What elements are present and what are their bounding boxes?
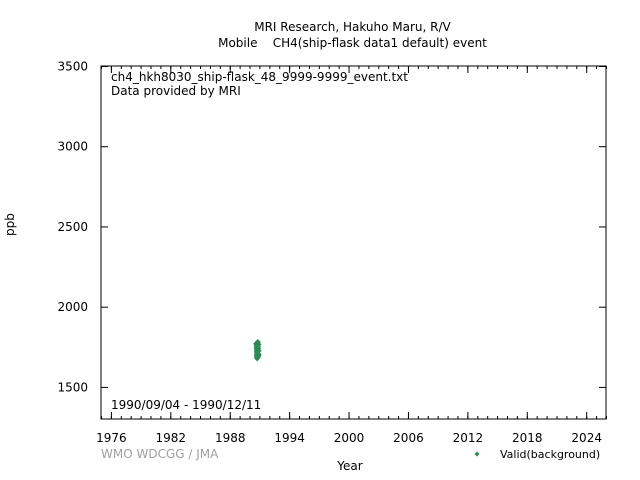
credit-label: WMO WDCGG / JMA [101,447,219,461]
x-tick-label: 2024 [571,431,602,445]
x-tick-label: 2000 [334,431,365,445]
x-axis-label: Year [337,459,363,473]
y-tick-label: 1500 [57,380,88,394]
x-tick-label: 1994 [274,431,305,445]
x-tick-label: 2012 [453,431,484,445]
y-tick-label: 3000 [57,140,88,154]
legend-marker [474,451,480,457]
y-tick-label: 2000 [57,300,88,314]
x-tick-label: 1988 [215,431,246,445]
data-point [255,347,262,354]
x-tick-label: 2006 [393,431,424,445]
y-axis-label: ppb [3,213,17,236]
x-tick-label: 1982 [156,431,187,445]
y-tick-label: 3500 [57,60,88,74]
chart-subtitle: Mobile CH4(ship-flask data1 default) eve… [218,36,487,50]
plot-frame [100,65,607,420]
provider-label: Data provided by MRI [111,84,241,98]
file-name-label: ch4_hkh8030_ship-flask_48_9999-9999_even… [111,70,408,84]
chart-title: MRI Research, Hakuho Maru, R/V [254,20,451,34]
data-point [255,341,262,348]
x-tick-label: 1976 [96,431,127,445]
y-tick-label: 2500 [57,220,88,234]
period-label: 1990/09/04 - 1990/12/11 [111,398,262,412]
legend-label: Valid(background) [500,448,601,461]
x-tick-label: 2018 [512,431,543,445]
data-point [255,351,262,358]
